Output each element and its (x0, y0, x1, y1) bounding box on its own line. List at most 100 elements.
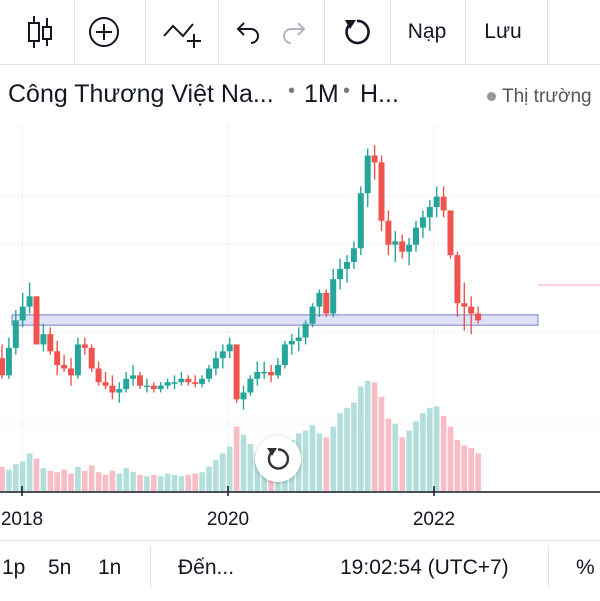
candle-body (199, 378, 206, 384)
time-display[interactable]: 19:02:54 (UTC+7) (340, 556, 509, 579)
tick-label: 2022 (413, 509, 455, 530)
volume-bar (54, 472, 60, 491)
undo-icon[interactable] (224, 0, 270, 64)
candle-body (392, 241, 399, 245)
range-1n[interactable]: 1n (98, 556, 122, 579)
candle-body (275, 365, 281, 376)
candle-body (385, 220, 392, 245)
candle-body (261, 371, 268, 374)
volume-bar (385, 418, 392, 491)
candle-body (447, 210, 454, 256)
candle-body (413, 227, 419, 245)
volume-bar (102, 474, 109, 491)
volume-bar (316, 433, 323, 491)
candle-body (323, 292, 330, 314)
volume-bar (151, 474, 157, 491)
volume-bar (171, 474, 178, 491)
candle-body (288, 340, 295, 345)
toolbar-divider (74, 0, 75, 64)
candle-body (26, 296, 33, 307)
volume-bar (406, 430, 412, 491)
price-chart[interactable]: 2018 2020 2022 (0, 0, 600, 540)
toolbar-divider (145, 0, 146, 64)
interval-label[interactable]: 1M (304, 80, 339, 108)
volume-bar (475, 453, 481, 491)
candle-body (433, 196, 440, 208)
top-toolbar: Nạp Lưu (0, 0, 600, 65)
percent-scale-button[interactable]: % (576, 556, 595, 579)
goto-date-button[interactable]: Đến... (178, 556, 235, 579)
volume-bar (371, 382, 378, 491)
volume-bar (226, 446, 233, 491)
volume-bar (309, 425, 316, 491)
candle-body (212, 358, 219, 369)
candle-body (309, 306, 316, 324)
volume-bar (6, 469, 12, 491)
volume-bar (392, 423, 399, 491)
candle-body (123, 378, 130, 390)
reset-chart-button[interactable] (255, 436, 301, 482)
candle-body (344, 261, 350, 269)
volume-bar (468, 448, 474, 491)
candle-body (454, 255, 461, 304)
volume-bar (109, 470, 116, 491)
candle-body (281, 344, 288, 366)
candlestick-icon[interactable] (10, 0, 70, 64)
candle-body (468, 306, 475, 314)
volume-bar (157, 476, 164, 491)
volume-bar (95, 472, 102, 491)
tick-label: 2018 (1, 509, 43, 530)
indicator-add-icon[interactable] (152, 0, 212, 64)
volume-bar (358, 386, 364, 491)
volume-bar (420, 413, 426, 491)
candle-body (268, 371, 275, 376)
save-button[interactable]: Lưu (484, 20, 522, 43)
volume-bar (206, 466, 212, 491)
toolbar-divider (324, 0, 325, 64)
candle-body (302, 323, 309, 338)
legend-separator: • (343, 80, 351, 102)
volume-bar (378, 397, 385, 491)
volume-bar (137, 474, 143, 491)
volume-bar (330, 426, 336, 491)
volume-bar (26, 453, 33, 491)
candle-body (185, 378, 192, 383)
volume-bar (351, 402, 357, 491)
symbol-name[interactable]: Công Thương Việt Na... (8, 80, 274, 108)
volume-bar (302, 430, 309, 491)
candle-body (40, 334, 47, 345)
candle-body (102, 382, 109, 386)
volume-bar (75, 466, 81, 491)
redo-icon[interactable] (272, 0, 318, 64)
candle-body (461, 303, 468, 307)
legend-separator: • (288, 80, 296, 102)
range-1p[interactable]: 1p (2, 556, 26, 579)
volume-bar (13, 464, 19, 491)
candle-body (95, 368, 102, 383)
candle-body (164, 382, 171, 386)
candle-body (316, 292, 323, 307)
volume-bars (0, 381, 481, 491)
candle-body (116, 389, 123, 393)
load-button[interactable]: Nạp (407, 20, 447, 43)
highlight-zone (11, 314, 539, 326)
volume-bar (68, 473, 74, 491)
volume-bar (440, 415, 447, 491)
market-status-text: Thị trường (502, 86, 592, 107)
candle-body (406, 244, 413, 252)
candle-body (178, 378, 185, 383)
bottom-divider (150, 546, 151, 588)
volume-bar (192, 473, 198, 491)
candle-body (157, 385, 164, 390)
volume-bar (364, 381, 371, 491)
volume-bar (233, 426, 240, 491)
plus-circle-icon[interactable] (76, 0, 132, 64)
volume-bar (337, 413, 343, 491)
candle-body (419, 217, 426, 228)
range-5n[interactable]: 5n (48, 556, 72, 579)
chart-type-label[interactable]: H... (360, 80, 399, 108)
candle-body (88, 347, 95, 369)
refresh-icon[interactable] (330, 0, 384, 64)
candle-body (12, 320, 19, 348)
volume-bar (213, 460, 219, 491)
